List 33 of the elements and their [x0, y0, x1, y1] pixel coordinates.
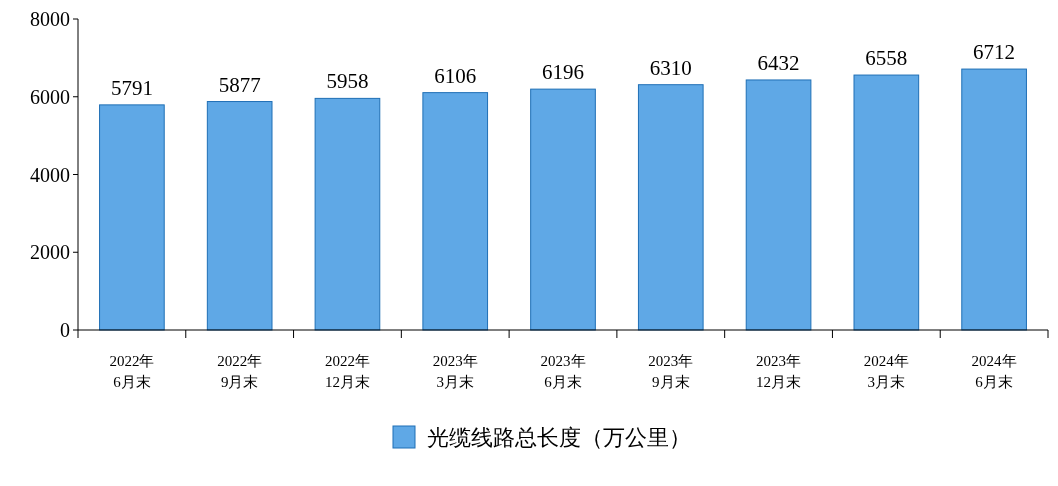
data-label: 6432 — [757, 50, 800, 75]
x-tick-label: 2023年 12月末 — [756, 353, 802, 390]
y-tick-label: 6000 — [30, 85, 70, 108]
y-tick-label: 0 — [60, 319, 70, 341]
y-tick-label: 4000 — [30, 163, 70, 186]
bar — [530, 88, 596, 331]
y-tick-label: 2000 — [30, 241, 70, 264]
x-tick-label: 2023年 3月末 — [432, 353, 478, 390]
data-label: 5958 — [326, 69, 369, 94]
data-label: 5877 — [218, 72, 261, 97]
data-label: 6106 — [434, 63, 477, 88]
data-label: 6712 — [973, 40, 1016, 65]
x-tick-label: 2022年 6月末 — [109, 353, 155, 390]
x-tick-label: 2024年 6月末 — [971, 353, 1017, 390]
data-label: 6196 — [542, 60, 584, 85]
bar — [99, 104, 165, 331]
y-tick-label: 8000 — [30, 8, 70, 30]
bar — [961, 68, 1027, 331]
x-tick-label: 2022年 9月末 — [217, 353, 263, 390]
legend-label: 光缆线路总长度（万公里） — [427, 425, 691, 450]
data-label: 6558 — [865, 46, 908, 71]
x-tick-label: 2022年 12月末 — [324, 353, 370, 390]
data-label: 5791 — [110, 75, 153, 100]
data-label: 6310 — [649, 55, 692, 80]
x-tick-label: 2023年 6月末 — [540, 353, 586, 390]
bar — [853, 74, 920, 331]
bar — [314, 97, 381, 331]
bar — [745, 79, 812, 331]
bar — [422, 92, 489, 331]
bar — [637, 84, 704, 331]
x-tick-label: 2023年 9月末 — [648, 353, 694, 390]
bar — [206, 101, 273, 331]
x-tick-label: 2024年 3月末 — [863, 353, 909, 390]
